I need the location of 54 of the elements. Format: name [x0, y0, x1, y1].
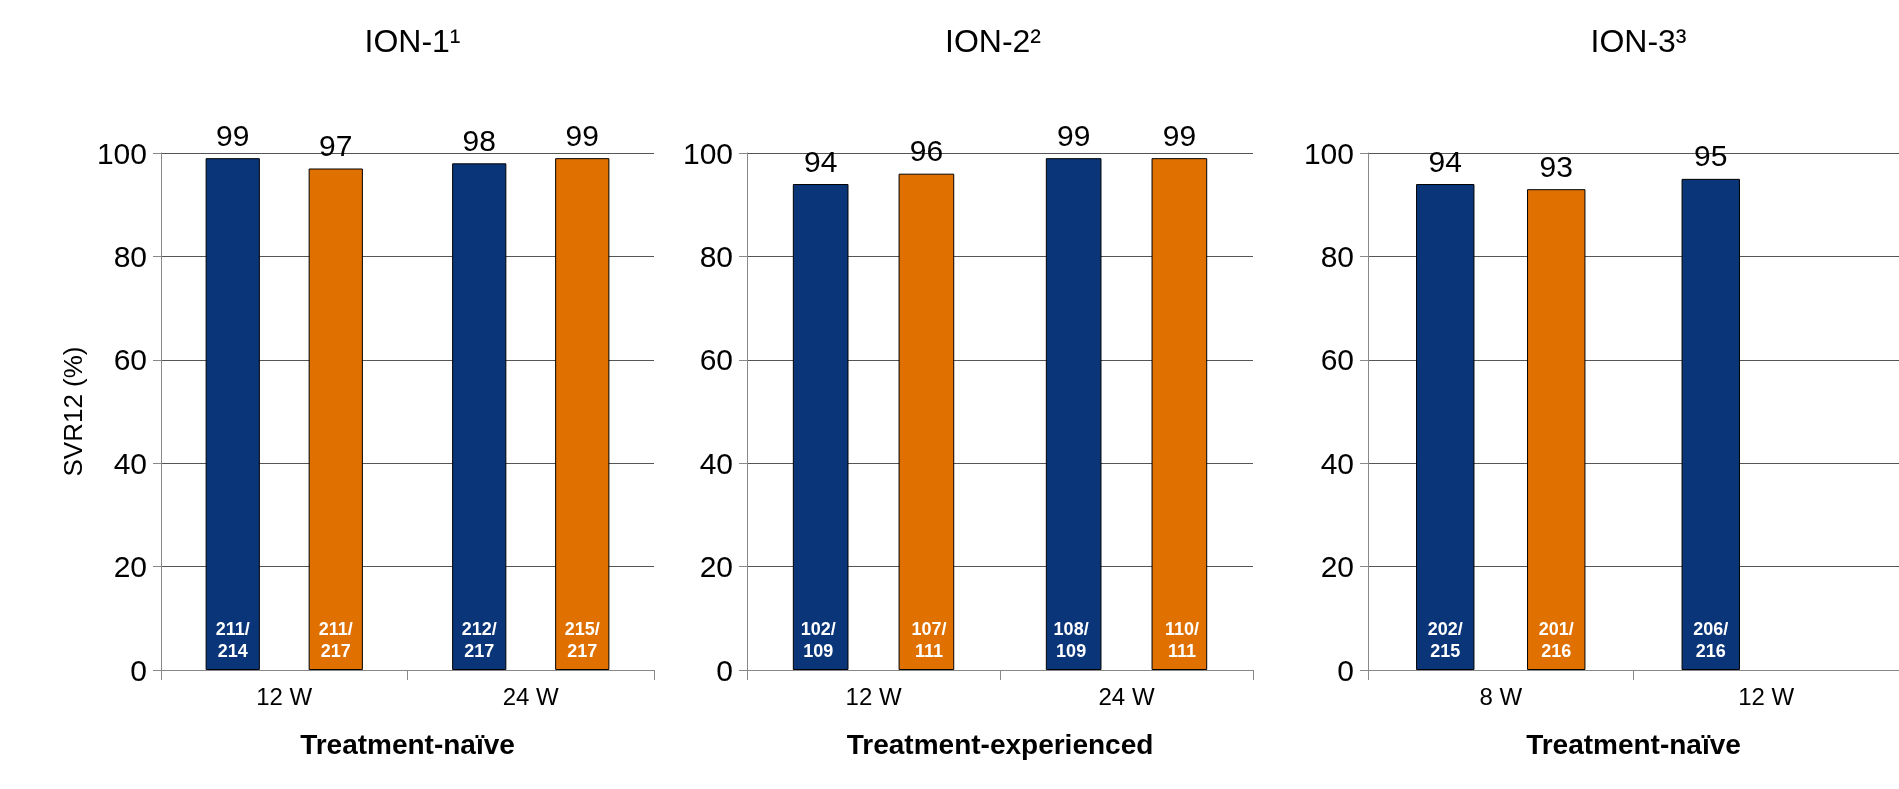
annotation: 211/217 — [318, 619, 353, 661]
annotation: 211/214 — [215, 619, 250, 661]
y-tick-label: 40 — [113, 446, 147, 480]
y-tick-label: 20 — [699, 550, 734, 584]
annotation: 107/111 — [911, 619, 947, 661]
bar — [792, 184, 849, 670]
annotation: 202/215 — [1427, 619, 1463, 661]
x-tick-label: 12 W — [845, 682, 902, 710]
y-tick-label: 40 — [1320, 446, 1354, 480]
data-label: 99 — [1162, 118, 1197, 152]
data-label: 99 — [565, 118, 599, 152]
y-tick-label: 80 — [699, 239, 734, 273]
y-tick-label: 60 — [1320, 343, 1354, 377]
y-tick-label: 80 — [113, 239, 147, 273]
chart-title: ION-2² — [945, 23, 1042, 59]
annotation: 102/109 — [800, 619, 836, 661]
y-tick-label: 0 — [716, 653, 734, 687]
y-tick-label: 100 — [1303, 136, 1354, 170]
y-tick-label: 60 — [113, 343, 147, 377]
data-label: 99 — [1056, 118, 1091, 152]
y-tick-label: 0 — [130, 653, 147, 687]
y-tick-label: 80 — [1320, 239, 1354, 273]
data-label: 99 — [216, 118, 250, 152]
x-tick-label: 12 W — [256, 682, 313, 710]
y-tick-label: 20 — [113, 550, 147, 584]
x-tick-label: 24 W — [502, 682, 560, 710]
y-tick-label: 0 — [1337, 653, 1354, 687]
x-axis-title: Treatment-naïve — [1526, 728, 1741, 760]
data-label: 94 — [1428, 144, 1462, 178]
annotation: 212/217 — [461, 619, 497, 661]
annotation: 201/216 — [1538, 619, 1574, 661]
y-axis-title: SVR12 (%) — [58, 346, 88, 477]
bar — [1045, 158, 1102, 670]
data-label: 94 — [803, 144, 838, 178]
chart-title: ION-1¹ — [364, 23, 461, 59]
x-tick-label: 24 W — [1098, 682, 1155, 710]
annotation: 108/109 — [1053, 619, 1089, 661]
data-label: 93 — [1539, 149, 1573, 183]
x-tick-label: 8 W — [1479, 682, 1523, 710]
chart-title: ION-3³ — [1590, 23, 1687, 59]
y-tick-label: 100 — [96, 136, 147, 170]
y-tick-label: 60 — [699, 343, 734, 377]
y-tick-label: 40 — [699, 446, 734, 480]
annotation: 206/216 — [1693, 619, 1729, 661]
x-axis-title: Treatment-naïve — [300, 728, 515, 760]
annotation: 110/111 — [1164, 619, 1199, 661]
x-axis-title: Treatment-experienced — [846, 728, 1154, 760]
bar — [898, 173, 955, 670]
y-tick-label: 20 — [1320, 550, 1354, 584]
annotation: 215/217 — [564, 619, 600, 661]
x-tick-label: 12 W — [1738, 682, 1795, 710]
y-tick-label: 100 — [682, 136, 734, 170]
data-label: 98 — [462, 123, 496, 157]
bar — [1151, 158, 1208, 670]
